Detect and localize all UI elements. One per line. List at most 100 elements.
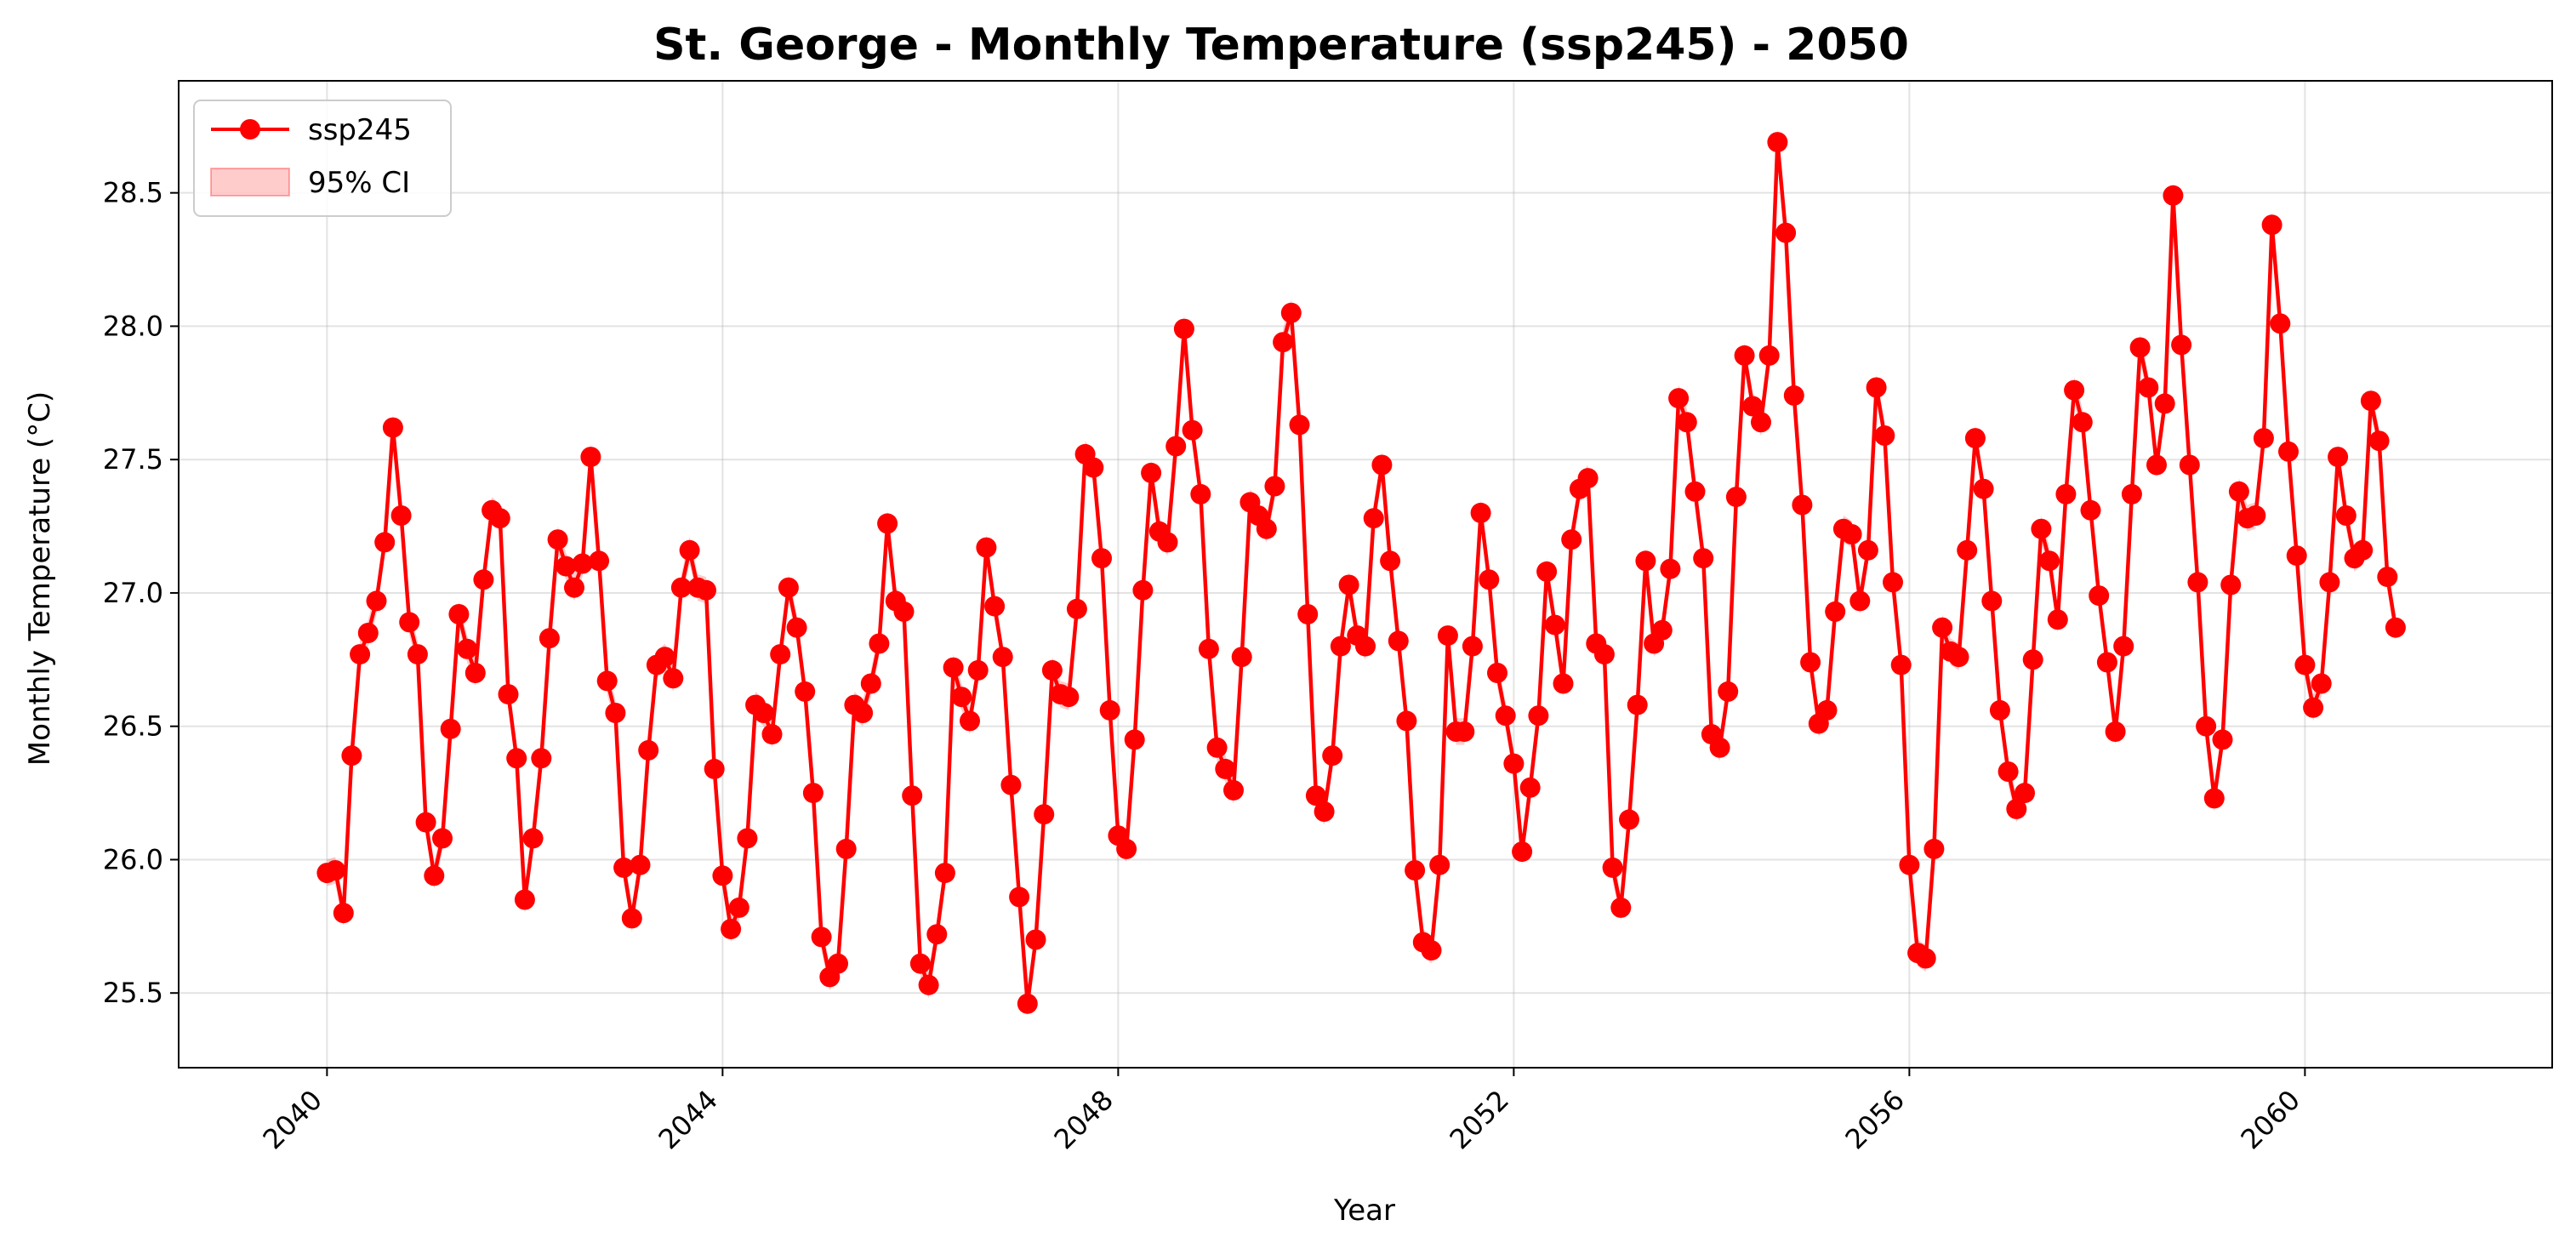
data-point[interactable]	[1280, 302, 1302, 323]
data-point[interactable]	[1396, 710, 1417, 732]
data-point[interactable]	[728, 897, 749, 918]
data-point[interactable]	[2245, 505, 2266, 526]
data-point[interactable]	[770, 644, 791, 665]
data-point[interactable]	[2055, 483, 2077, 504]
data-point[interactable]	[1487, 663, 1507, 683]
data-point[interactable]	[589, 550, 610, 572]
data-point[interactable]	[1058, 687, 1080, 708]
data-point[interactable]	[1519, 777, 1541, 798]
data-point[interactable]	[325, 860, 346, 881]
data-point[interactable]	[1495, 705, 1516, 727]
data-point[interactable]	[2047, 609, 2068, 630]
data-point[interactable]	[2105, 721, 2126, 742]
data-point[interactable]	[1388, 630, 1409, 652]
data-point[interactable]	[399, 612, 420, 633]
data-point[interactable]	[2138, 377, 2159, 398]
data-point[interactable]	[1099, 699, 1120, 721]
data-point[interactable]	[613, 857, 635, 878]
data-point[interactable]	[1371, 454, 1393, 476]
data-point[interactable]	[1841, 524, 1862, 544]
data-point[interactable]	[2072, 412, 2093, 433]
data-point[interactable]	[2220, 574, 2242, 596]
data-point[interactable]	[621, 908, 642, 929]
data-point[interactable]	[1190, 483, 1211, 504]
data-point[interactable]	[992, 647, 1013, 668]
data-point[interactable]	[407, 644, 428, 665]
data-point[interactable]	[2089, 585, 2110, 607]
data-point[interactable]	[374, 532, 396, 553]
data-point[interactable]	[2113, 636, 2134, 657]
data-point[interactable]	[1718, 681, 1739, 702]
data-point[interactable]	[2196, 715, 2217, 737]
data-point[interactable]	[951, 687, 972, 708]
data-point[interactable]	[2031, 518, 2052, 539]
data-point[interactable]	[1544, 614, 1565, 636]
data-point[interactable]	[704, 758, 725, 779]
data-point[interactable]	[432, 828, 453, 849]
data-point[interactable]	[1964, 428, 1986, 449]
data-point[interactable]	[2212, 729, 2233, 750]
data-point[interactable]	[1173, 318, 1194, 339]
data-point[interactable]	[1380, 550, 1401, 572]
data-point[interactable]	[1899, 854, 1920, 875]
data-point[interactable]	[1973, 478, 1994, 499]
data-point[interactable]	[1034, 804, 1055, 825]
data-point[interactable]	[539, 628, 560, 649]
data-point[interactable]	[1957, 539, 1978, 561]
data-point[interactable]	[2286, 545, 2307, 567]
data-point[interactable]	[2080, 499, 2101, 521]
data-point[interactable]	[1289, 414, 1310, 436]
data-point[interactable]	[1676, 412, 1697, 433]
data-point[interactable]	[2311, 673, 2332, 694]
data-point[interactable]	[630, 854, 651, 875]
data-point[interactable]	[1758, 345, 1780, 366]
data-point[interactable]	[1825, 601, 1846, 622]
data-point[interactable]	[390, 505, 412, 526]
data-point[interactable]	[1725, 487, 1747, 508]
data-point[interactable]	[654, 647, 675, 668]
data-point[interactable]	[1792, 494, 1813, 516]
data-point[interactable]	[1800, 652, 1821, 673]
data-point[interactable]	[1998, 761, 2019, 782]
data-point[interactable]	[1915, 948, 1936, 969]
data-point[interactable]	[753, 703, 774, 723]
data-point[interactable]	[1593, 644, 1615, 665]
data-point[interactable]	[341, 745, 362, 767]
data-point[interactable]	[795, 681, 816, 702]
data-point[interactable]	[596, 670, 618, 692]
data-point[interactable]	[1536, 561, 1558, 582]
data-point[interactable]	[415, 812, 436, 833]
data-point[interactable]	[1767, 132, 1788, 153]
legend[interactable]: ssp245 95% CI	[193, 100, 452, 217]
data-point[interactable]	[1890, 654, 1912, 675]
data-point[interactable]	[564, 577, 584, 598]
data-point[interactable]	[2187, 572, 2208, 593]
data-point[interactable]	[1041, 659, 1063, 681]
data-point[interactable]	[1322, 745, 1343, 767]
data-point[interactable]	[1651, 619, 1673, 641]
data-point[interactable]	[1528, 705, 1549, 727]
data-point[interactable]	[2261, 214, 2282, 236]
data-point[interactable]	[1602, 857, 1623, 878]
data-point[interactable]	[2154, 393, 2175, 414]
data-point[interactable]	[663, 668, 684, 689]
data-point[interactable]	[1857, 539, 1878, 561]
data-point[interactable]	[2270, 313, 2291, 334]
data-point[interactable]	[464, 663, 486, 683]
data-point[interactable]	[1066, 598, 1087, 619]
data-point[interactable]	[1577, 468, 1599, 489]
data-point[interactable]	[811, 926, 832, 948]
data-point[interactable]	[473, 569, 494, 590]
data-point[interactable]	[902, 785, 923, 807]
data-point[interactable]	[1132, 579, 1154, 601]
data-point[interactable]	[761, 724, 783, 745]
data-point[interactable]	[1124, 729, 1145, 750]
data-point[interactable]	[926, 924, 948, 945]
data-point[interactable]	[1479, 569, 1500, 590]
data-point[interactable]	[2360, 390, 2381, 412]
data-point[interactable]	[2319, 572, 2340, 593]
data-point[interactable]	[366, 590, 387, 612]
data-point[interactable]	[1512, 841, 1533, 863]
data-point[interactable]	[556, 556, 577, 577]
data-point[interactable]	[712, 865, 733, 886]
